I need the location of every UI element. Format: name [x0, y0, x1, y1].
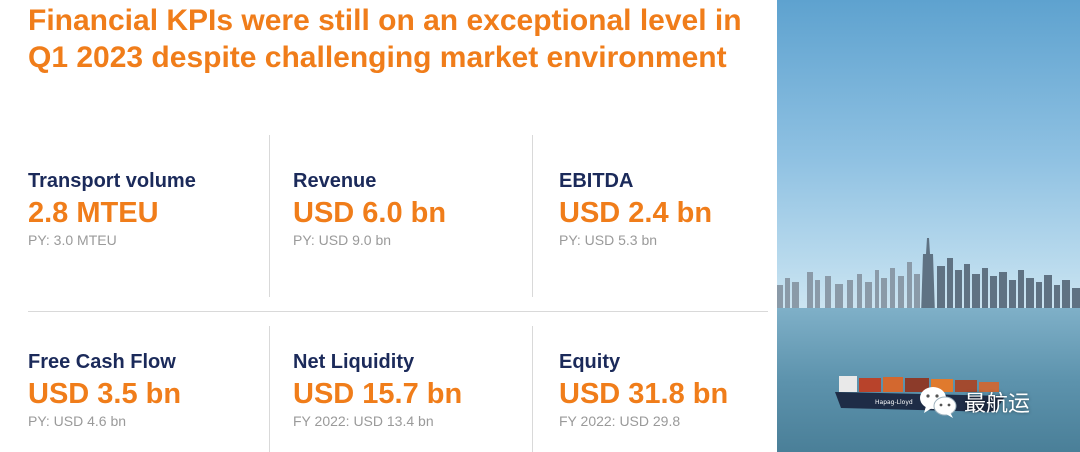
- kpi-prior: FY 2022: USD 29.8: [559, 413, 681, 429]
- divider: [269, 135, 270, 297]
- kpi-label: Transport volume: [28, 170, 196, 192]
- kpi-transport-volume: Transport volume 2.8 MTEU PY: 3.0 MTEU: [28, 169, 196, 249]
- kpi-value: 2.8 MTEU: [28, 197, 159, 229]
- divider: [532, 135, 533, 297]
- kpi-value: USD 3.5 bn: [28, 378, 182, 410]
- ship-hull-text: Hapag-Lloyd: [875, 399, 913, 406]
- kpi-free-cash-flow: Free Cash Flow USD 3.5 bn PY: USD 4.6 bn: [28, 350, 181, 430]
- kpi-value: USD 31.8 bn: [559, 378, 729, 410]
- watermark: 最航运: [918, 384, 1030, 420]
- city-skyline: [777, 238, 1080, 315]
- kpi-value: USD 6.0 bn: [293, 197, 447, 229]
- kpi-prior: PY: USD 9.0 bn: [293, 232, 392, 248]
- kpi-prior: PY: USD 5.3 bn: [559, 232, 658, 248]
- kpi-label: Revenue: [293, 170, 377, 192]
- title-line-2: Q1 2023 despite challenging market envir…: [28, 41, 727, 74]
- wechat-icon: [920, 387, 957, 418]
- harbor-photo: Hapag-Lloyd: [777, 0, 1080, 452]
- kpi-value: USD 15.7 bn: [293, 378, 463, 410]
- kpi-label: Net Liquidity: [293, 351, 415, 373]
- page-title: Financial KPIs were still on an exceptio…: [28, 2, 768, 76]
- watermark-text: 最航运: [964, 392, 1031, 417]
- kpi-label: Free Cash Flow: [28, 351, 176, 373]
- kpi-prior: PY: 3.0 MTEU: [28, 232, 117, 248]
- title-line-1: Financial KPIs were still on an exceptio…: [28, 4, 742, 37]
- kpi-revenue: Revenue USD 6.0 bn PY: USD 9.0 bn: [293, 169, 446, 249]
- divider: [532, 326, 533, 452]
- divider: [28, 311, 768, 312]
- kpi-grid: Transport volume 2.8 MTEU PY: 3.0 MTEU R…: [28, 135, 768, 452]
- kpi-prior: PY: USD 4.6 bn: [28, 413, 127, 429]
- kpi-value: USD 2.4 bn: [559, 197, 713, 229]
- divider: [269, 326, 270, 452]
- kpi-ebitda: EBITDA USD 2.4 bn PY: USD 5.3 bn: [559, 169, 712, 249]
- kpi-label: EBITDA: [559, 170, 634, 192]
- kpi-equity: Equity USD 31.8 bn FY 2022: USD 29.8: [559, 350, 728, 430]
- kpi-label: Equity: [559, 351, 621, 373]
- kpi-prior: FY 2022: USD 13.4 bn: [293, 413, 434, 429]
- kpi-net-liquidity: Net Liquidity USD 15.7 bn FY 2022: USD 1…: [293, 350, 462, 430]
- container-ship: Hapag-Lloyd: [835, 376, 1005, 412]
